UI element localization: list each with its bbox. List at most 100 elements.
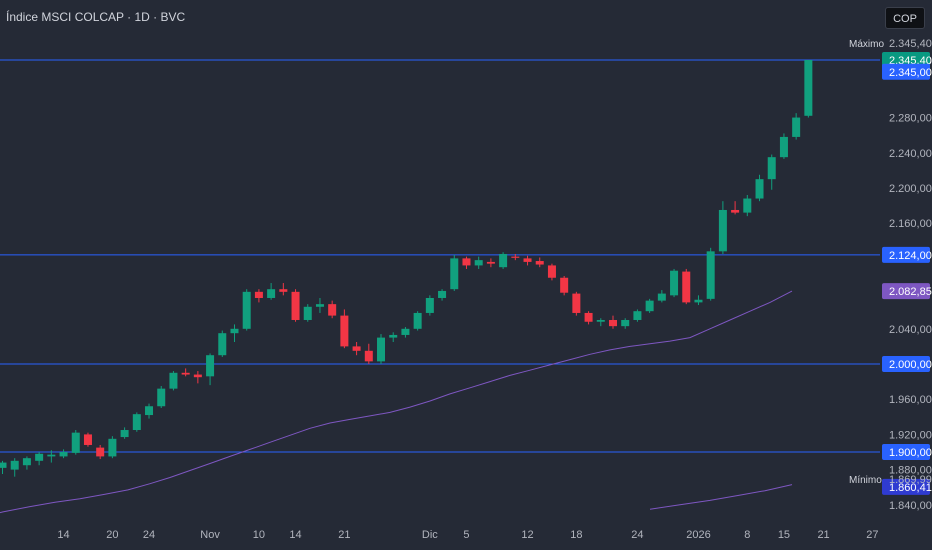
y-tick-label: 1.880,00 [889,465,932,477]
price-badge-label: 2.082,85 [889,286,932,298]
candle-body [718,209,727,252]
x-tick-label: 27 [866,529,878,541]
price-badge [882,444,930,461]
candle-body [364,350,373,362]
candle-body [621,319,630,327]
candle-body [609,319,617,327]
candle-body [474,260,483,266]
x-tick-label: 14 [57,529,69,541]
candle-body [731,209,740,213]
candle-body [596,319,605,322]
candle-body [511,256,520,258]
moving-average-line [0,290,793,514]
candle-body [560,277,569,293]
y-tick-label: 2.280,00 [889,113,932,125]
candle-body [10,460,19,470]
plot-area [0,59,880,514]
x-tick-label: Dic [422,529,438,541]
y-tick-label: 2.240,00 [889,148,932,160]
candle-body [779,136,788,158]
candle-body [523,258,532,262]
price-badge [882,478,930,495]
candle-body [83,434,92,445]
price-badge-label: 2.000,00 [889,359,932,371]
candle-body [291,291,300,320]
candle-body [108,438,117,457]
candle-body [499,253,508,268]
candle-body [535,261,544,265]
candle-body [157,388,166,407]
candle-body [755,179,764,199]
candle-body [22,458,31,466]
candle-body [145,406,154,416]
candle-body [633,311,642,320]
price-badge-label: 2.124,00 [889,250,932,262]
candle-body [425,297,434,313]
candle-body [804,60,813,116]
x-tick-label: 5 [463,529,469,541]
candle-body [401,328,410,335]
candle-body [389,334,398,338]
x-tick-label: 24 [143,529,155,541]
y-tick-label: 1.840,00 [889,500,932,512]
candle-body [96,447,105,457]
x-tick-label: 10 [253,529,265,541]
candle-body [181,372,190,375]
y-tick-label: 2.200,00 [889,183,932,195]
candle-body [486,261,495,264]
x-tick-label: Nov [200,529,220,541]
candle-body [315,304,324,307]
min-value: 1.869,99 [889,474,932,486]
candle-body [230,328,239,334]
candle-body [450,258,459,290]
price-badge [882,283,930,300]
y-tick-label: 2.040,00 [889,324,932,336]
price-badge-label: 2.345,00 [889,67,932,79]
x-tick-label: 21 [338,529,350,541]
candle-body [218,333,227,356]
candle-body [670,270,679,296]
price-badge [882,246,930,263]
x-tick-label: 14 [289,529,301,541]
y-tick-label: 2.160,00 [889,218,932,230]
moving-average-line [649,484,793,510]
candle-body [35,453,44,461]
candle-body [242,291,251,329]
candle-body [193,374,202,378]
candle-body [328,304,337,316]
candle-body [792,117,801,137]
min-label: Mínimo [849,475,882,486]
candle-body [682,271,691,303]
candle-body [59,452,68,457]
candle-body [462,258,471,266]
candle-body [645,300,654,312]
candle-body [132,414,141,431]
max-label: Máximo [849,39,884,50]
x-tick-label: 18 [570,529,582,541]
candle-body [169,372,178,389]
candle-body [279,289,288,292]
price-badge-label: 1.860,41 [889,482,932,494]
price-badge [882,356,930,372]
x-tick-label: 15 [778,529,790,541]
x-tick-label: 24 [631,529,643,541]
candle-body [438,290,447,298]
x-tick-label: 21 [817,529,829,541]
x-tick-label: 8 [744,529,750,541]
currency-button[interactable]: COP [885,7,925,29]
price-badge-label: 1.900,00 [889,447,932,459]
max-value: 2.345,40 [889,38,932,50]
y-tick-label: 1.960,00 [889,394,932,406]
candle-body [767,157,776,180]
candle-body [340,315,349,347]
x-tick-label: 2026 [686,529,710,541]
candle-body [572,293,581,313]
x-tick-label: 20 [106,529,118,541]
price-badge [882,63,930,80]
candle-body [206,355,215,377]
candle-body [0,462,7,468]
candle-body [584,312,593,322]
candle-body [71,432,80,453]
